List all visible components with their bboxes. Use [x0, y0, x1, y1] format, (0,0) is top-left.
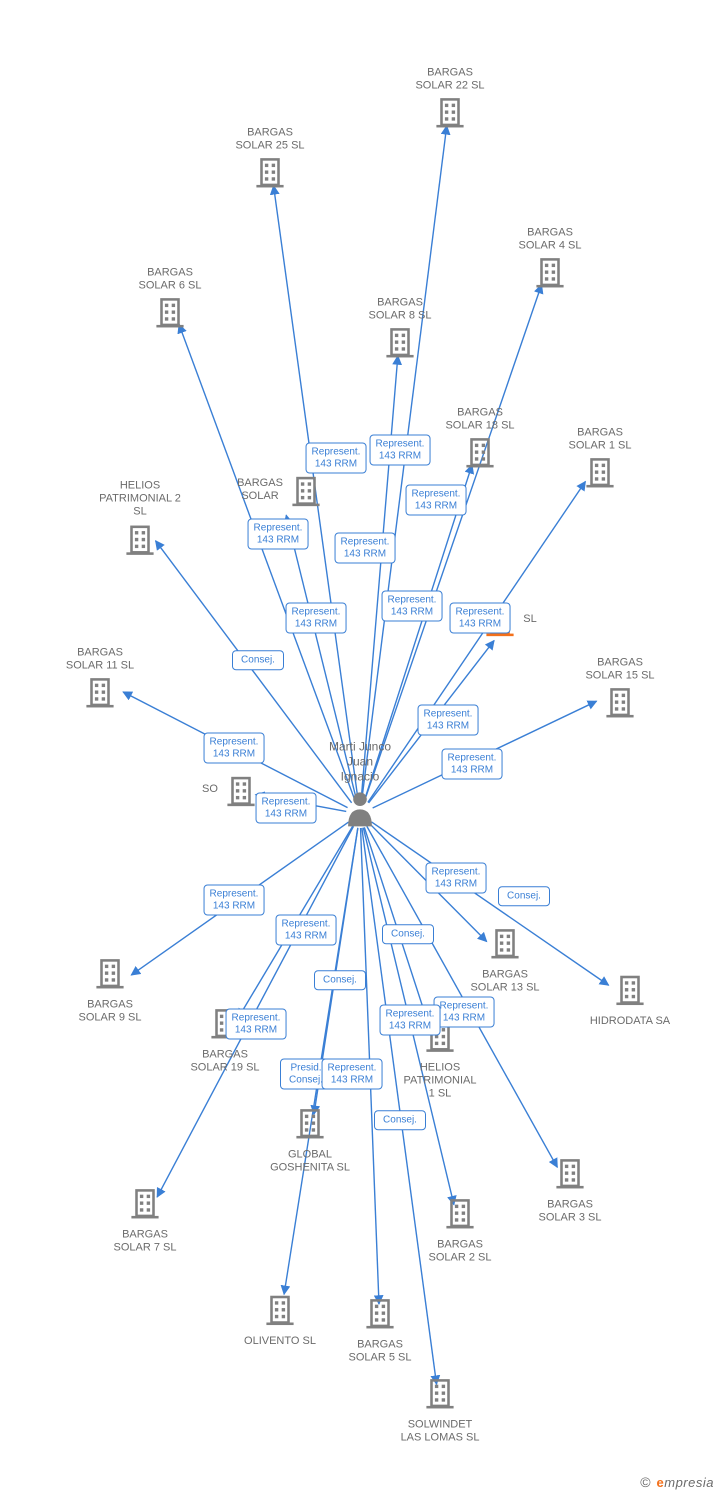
edge-label: Represent. 143 RRM [380, 1005, 441, 1036]
building-icon [613, 972, 647, 1006]
company-node-n_hp2[interactable]: HELIOS PATRIMONIAL 2 SL [80, 480, 200, 561]
edge-label: Consej. [374, 1110, 426, 1130]
edge-label: Represent. 143 RRM [418, 705, 479, 736]
edge-line [179, 324, 355, 800]
company-label: BARGAS SOLAR 25 SL [210, 126, 330, 152]
edge-label: Represent. 143 RRM [450, 603, 511, 634]
edge-label: Represent. 143 RRM [382, 591, 443, 622]
company-label: BARGAS SOLAR 1 SL [540, 426, 660, 452]
edge-label: Represent. 143 RRM [276, 915, 337, 946]
company-node-n_s5[interactable]: BARGAS SOLAR 5 SL [320, 1295, 440, 1364]
company-label: BARGAS SOLAR 8 SL [340, 296, 460, 322]
building-icon [488, 925, 522, 959]
company-label: BARGAS SOLAR 13 SL [445, 968, 565, 994]
company-node-n_hidro[interactable]: HIDRODATA SA [570, 972, 690, 1028]
company-label: BARGAS SOLAR 5 SL [320, 1338, 440, 1364]
company-label: BARGAS SOLAR 3 SL [510, 1198, 630, 1224]
company-label: HELIOS PATRIMONIAL 1 SL [380, 1062, 500, 1102]
company-label: BARGAS SOLAR 2 SL [400, 1238, 520, 1264]
edge-label: Represent. 143 RRM [248, 519, 309, 550]
edge-label: Represent. 143 RRM [370, 435, 431, 466]
company-node-n_s3[interactable]: BARGAS SOLAR 3 SL [510, 1155, 630, 1224]
company-label: BARGAS SOLAR 11 SL [40, 646, 160, 672]
footer-credit: © empresia [640, 1474, 714, 1490]
company-node-n_s18[interactable]: BARGAS SOLAR 18 SL [420, 406, 540, 473]
building-icon [603, 685, 637, 719]
company-label: BARGAS SOLAR 18 SL [420, 406, 540, 432]
building-icon [253, 155, 287, 189]
company-node-n_s22[interactable]: BARGAS SOLAR 22 SL [390, 66, 510, 133]
edge-label: Represent. 143 RRM [256, 793, 317, 824]
building-icon [553, 1155, 587, 1189]
building-icon [443, 1195, 477, 1229]
company-node-n_s9[interactable]: BARGAS SOLAR 9 SL [50, 955, 170, 1024]
company-node-n_s13[interactable]: BARGAS SOLAR 13 SL [445, 925, 565, 994]
edge-label: Represent. 143 RRM [322, 1059, 383, 1090]
company-node-n_s8[interactable]: BARGAS SOLAR 8 SL [340, 296, 460, 363]
edge-label: Represent. 143 RRM [426, 863, 487, 894]
edge-label: Consej. [498, 886, 550, 906]
company-node-n_s1[interactable]: BARGAS SOLAR 1 SL [540, 426, 660, 493]
building-icon [93, 955, 127, 989]
copyright-symbol: © [640, 1474, 650, 1490]
edge-label: Represent. 143 RRM [204, 733, 265, 764]
company-label: SO [202, 783, 218, 796]
building-icon [533, 255, 567, 289]
company-node-n_s15[interactable]: BARGAS SOLAR 15 SL [560, 656, 680, 723]
building-icon [583, 455, 617, 489]
person-icon [300, 789, 420, 829]
edge-label: Represent. 143 RRM [286, 603, 347, 634]
company-node-n_solw[interactable]: SOLWINDET LAS LOMAS SL [380, 1375, 500, 1444]
company-label: BARGAS SOLAR 9 SL [50, 998, 170, 1024]
edge-label: Consej. [382, 924, 434, 944]
company-label: BARGAS SOLAR 19 SL [165, 1048, 285, 1074]
company-node-n_s6[interactable]: BARGAS SOLAR 6 SL [110, 266, 230, 333]
building-icon [289, 473, 323, 507]
company-label: BARGAS SOLAR 15 SL [560, 656, 680, 682]
company-label: SL [523, 613, 536, 626]
edge-label: Represent. 143 RRM [204, 885, 265, 916]
edge-line [361, 356, 398, 800]
company-label: BARGAS SOLAR 6 SL [110, 266, 230, 292]
edge-label: Represent. 143 RRM [306, 443, 367, 474]
company-node-n_s25[interactable]: BARGAS SOLAR 25 SL [210, 126, 330, 193]
company-label: GLOBAL GOSHENITA SL [250, 1148, 370, 1174]
company-label: HIDRODATA SA [570, 1015, 690, 1028]
company-label: BARGAS SOLAR [237, 477, 283, 503]
center-person-node[interactable]: Marti Junco Juan Ignacio [300, 740, 420, 829]
building-icon [153, 295, 187, 329]
building-icon [123, 521, 157, 555]
company-node-n_sX[interactable]: BARGAS SOLAR [200, 473, 360, 507]
edge-label: Represent. 143 RRM [406, 485, 467, 516]
company-node-n_s11[interactable]: BARGAS SOLAR 11 SL [40, 646, 160, 713]
center-person-label: Marti Junco Juan Ignacio [300, 740, 420, 785]
building-icon [423, 1375, 457, 1409]
building-icon [224, 773, 258, 807]
company-node-n_s4[interactable]: BARGAS SOLAR 4 SL [490, 226, 610, 293]
company-label: SOLWINDET LAS LOMAS SL [380, 1418, 500, 1444]
building-icon [293, 1105, 327, 1139]
company-label: BARGAS SOLAR 4 SL [490, 226, 610, 252]
brand-name: empresia [657, 1475, 714, 1490]
building-icon [383, 325, 417, 359]
building-icon [128, 1185, 162, 1219]
building-icon [363, 1295, 397, 1329]
building-icon [263, 1292, 297, 1326]
building-icon [463, 435, 497, 469]
edge-label: Consej. [314, 970, 366, 990]
company-label: HELIOS PATRIMONIAL 2 SL [80, 480, 200, 520]
company-node-n_gg[interactable]: GLOBAL GOSHENITA SL [250, 1105, 370, 1174]
edge-label: Represent. 143 RRM [226, 1009, 287, 1040]
edge-label: Represent. 143 RRM [335, 533, 396, 564]
building-icon [83, 675, 117, 709]
edge-label: Consej. [232, 650, 284, 670]
building-icon [433, 95, 467, 129]
edge-label: Represent. 143 RRM [434, 997, 495, 1028]
company-node-n_s7[interactable]: BARGAS SOLAR 7 SL [85, 1185, 205, 1254]
company-label: BARGAS SOLAR 7 SL [85, 1228, 205, 1254]
edge-label: Represent. 143 RRM [442, 749, 503, 780]
company-node-n_s2[interactable]: BARGAS SOLAR 2 SL [400, 1195, 520, 1264]
company-label: BARGAS SOLAR 22 SL [390, 66, 510, 92]
